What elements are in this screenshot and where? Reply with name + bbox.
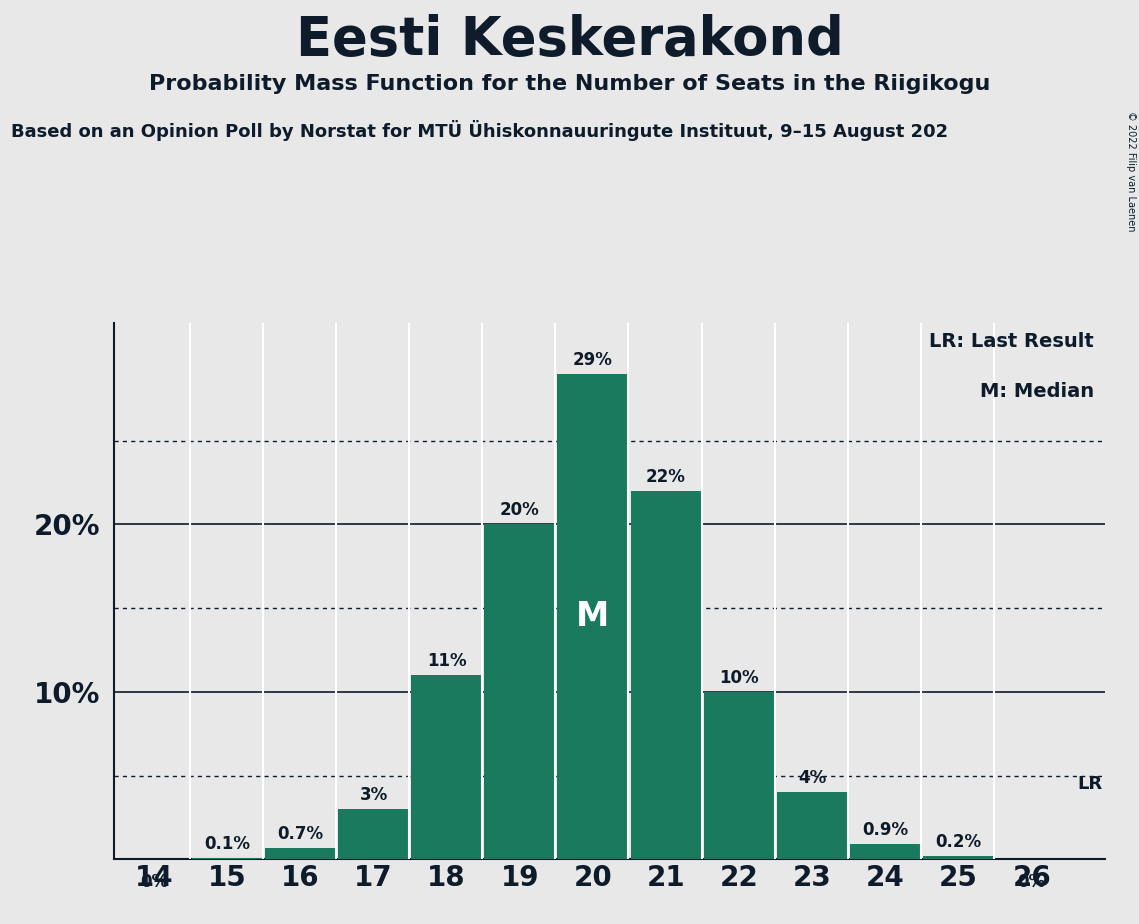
Text: 0.7%: 0.7% — [277, 824, 323, 843]
Text: LR: LR — [1077, 775, 1103, 793]
Text: M: Median: M: Median — [980, 382, 1093, 401]
Text: 0.1%: 0.1% — [204, 834, 251, 853]
Text: 0.2%: 0.2% — [935, 833, 982, 851]
Bar — [777, 793, 847, 859]
Bar — [557, 373, 629, 859]
Text: © 2022 Filip van Laenen: © 2022 Filip van Laenen — [1126, 111, 1136, 231]
Text: 20%: 20% — [500, 502, 540, 519]
Text: 11%: 11% — [427, 652, 467, 670]
Bar — [338, 809, 409, 859]
Bar — [923, 856, 994, 859]
Text: 4%: 4% — [798, 770, 827, 787]
Text: 3%: 3% — [360, 786, 387, 804]
Text: 0.9%: 0.9% — [862, 821, 909, 839]
Bar — [484, 525, 555, 859]
Text: Based on an Opinion Poll by Norstat for MTÜ Ühiskonnauuringute Instituut, 9–15 A: Based on an Opinion Poll by Norstat for … — [11, 120, 949, 141]
Text: 10%: 10% — [720, 669, 759, 687]
Text: 29%: 29% — [573, 350, 613, 369]
Bar — [704, 692, 775, 859]
Bar — [631, 491, 702, 859]
Bar — [411, 675, 482, 859]
Bar — [191, 857, 263, 859]
Text: LR: Last Result: LR: Last Result — [929, 332, 1093, 351]
Text: Probability Mass Function for the Number of Seats in the Riigikogu: Probability Mass Function for the Number… — [149, 74, 990, 94]
Text: M: M — [576, 600, 609, 633]
Text: 0%: 0% — [140, 872, 169, 891]
Text: 0%: 0% — [1017, 872, 1046, 891]
Bar — [265, 847, 336, 859]
Text: 22%: 22% — [646, 468, 686, 486]
Text: Eesti Keskerakond: Eesti Keskerakond — [296, 14, 843, 66]
Bar — [850, 845, 921, 859]
